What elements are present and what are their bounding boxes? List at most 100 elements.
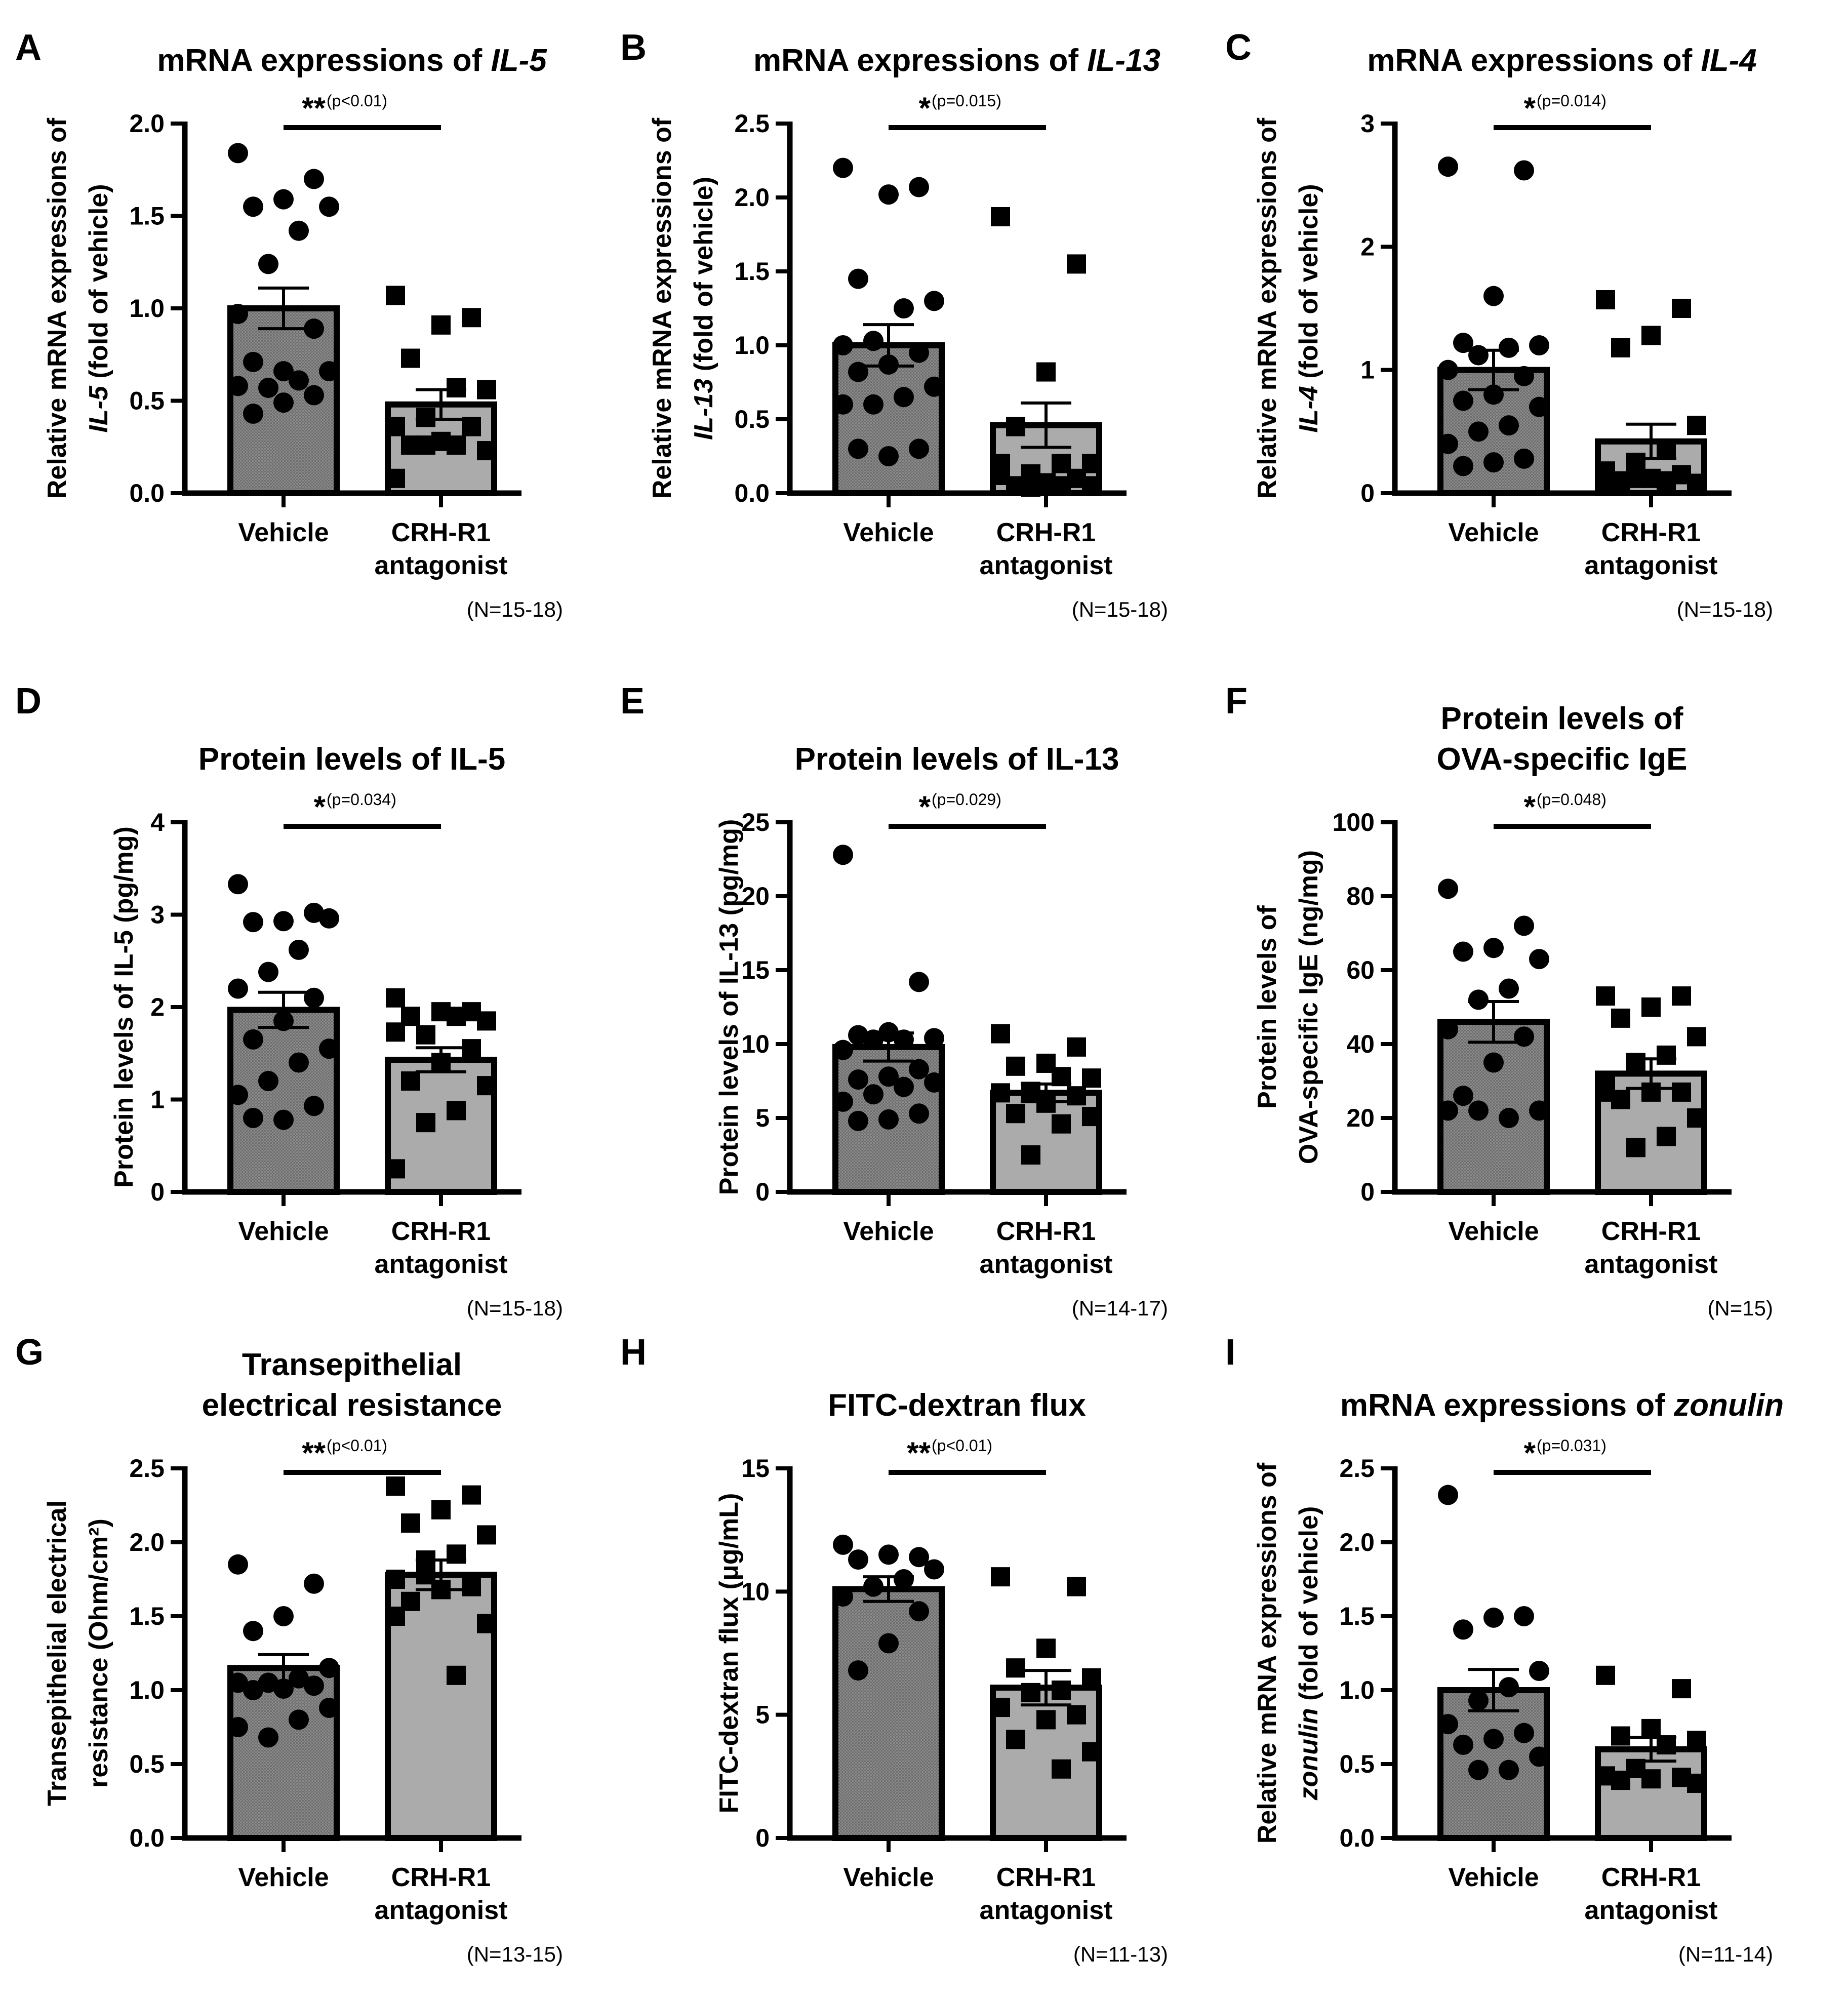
x-tick-label: CRH-R1 [996, 1863, 1096, 1892]
data-point [289, 220, 309, 241]
sample-size-label: (N=15-18) [1072, 597, 1168, 621]
data-point [1514, 366, 1534, 386]
y-axis-label-segment: IL-4 [1294, 386, 1323, 433]
data-point [1657, 1127, 1676, 1146]
data-point [1453, 1086, 1473, 1106]
data-point [1641, 1769, 1661, 1789]
data-point [386, 1607, 405, 1626]
data-point [1687, 416, 1706, 435]
y-tick-label: 0 [1360, 1178, 1375, 1206]
data-point [258, 254, 278, 274]
data-point [848, 1069, 868, 1090]
x-tick-label: antagonist [980, 551, 1113, 580]
data-point [1514, 1606, 1534, 1626]
y-axis-label-segment: OVA-specific IgE (ng/mg) [1294, 850, 1323, 1164]
data-point [1052, 1114, 1071, 1134]
y-tick-label: 2 [150, 993, 165, 1021]
data-point [386, 1022, 405, 1042]
significance-stars: * [1524, 1436, 1536, 1470]
panel-letter: C [1225, 27, 1252, 68]
x-tick-label: Vehicle [1448, 1217, 1539, 1246]
data-point [1082, 1107, 1101, 1127]
y-tick-label: 10 [741, 1030, 770, 1058]
chart-title-segment: electrical resistance [202, 1388, 502, 1423]
data-point [477, 1011, 496, 1031]
chart-title-segment: Protein levels of IL-13 [795, 742, 1119, 777]
data-point [909, 1103, 929, 1124]
data-point [924, 1072, 944, 1093]
data-point [1006, 1658, 1025, 1678]
data-point [863, 394, 883, 415]
data-point [833, 335, 853, 355]
y-axis-label-segment: Protein levels of IL-13 (pg/mg) [714, 819, 744, 1195]
sample-size-label: (N=15-18) [1677, 597, 1773, 621]
y-tick-label: 0 [755, 1824, 770, 1852]
p-value: (p<0.01) [327, 92, 387, 110]
y-tick-label: 2.5 [734, 109, 770, 138]
y-axis-label-segment: Relative mRNA expressions of [648, 117, 677, 499]
sample-size-label: (N=11-13) [1073, 1942, 1168, 1966]
data-point [273, 1678, 294, 1699]
y-tick-label: 100 [1333, 808, 1375, 836]
x-tick-label: CRH-R1 [391, 1863, 491, 1892]
significance-stars: * [919, 790, 931, 824]
chart-title: Transepithelial [242, 1347, 462, 1382]
significance-stars: * [919, 91, 931, 125]
data-point [228, 874, 248, 895]
data-point [1082, 1068, 1101, 1088]
y-axis-label-segment: (fold of vehicle) [1294, 1506, 1323, 1708]
y-tick-label: 2.0 [1339, 1528, 1375, 1556]
data-point [416, 408, 435, 427]
data-point [1453, 941, 1473, 962]
data-point [1596, 1665, 1615, 1685]
data-point [848, 1660, 868, 1681]
x-tick-label: CRH-R1 [1601, 1217, 1701, 1246]
y-tick-label: 5 [755, 1104, 770, 1132]
data-point [386, 1570, 405, 1589]
significance-stars: ** [302, 1436, 326, 1470]
data-point [909, 1547, 929, 1568]
chart-title: Protein levels of IL-5 [198, 742, 505, 777]
data-point [1596, 471, 1615, 491]
chart-title-segment: OVA-specific IgE [1437, 742, 1688, 777]
chart-title-segment: mRNA expressions of [1340, 1388, 1674, 1423]
data-point [304, 318, 324, 339]
data-point [1514, 915, 1534, 936]
data-point [1036, 362, 1056, 382]
data-point [228, 1717, 248, 1737]
data-point [1438, 1714, 1458, 1735]
data-point [1453, 1619, 1473, 1640]
chart-title: mRNA expressions of zonulin [1340, 1388, 1784, 1423]
y-axis-label-segment: (fold of vehicle) [689, 177, 718, 379]
y-tick-label: 1.0 [129, 1676, 165, 1704]
y-tick-label: 0 [755, 1178, 770, 1206]
y-axis-label: IL-13 (fold of vehicle) [689, 177, 718, 440]
data-point [1067, 1037, 1086, 1057]
data-point [924, 1028, 944, 1049]
sample-size-label: (N=13-15) [467, 1942, 563, 1966]
data-point [1468, 1100, 1489, 1121]
data-point [1596, 290, 1615, 309]
data-point [304, 987, 324, 1008]
chart-title: Protein levels of IL-13 [795, 742, 1119, 777]
y-tick-label: 2.0 [129, 1528, 165, 1556]
data-point [1006, 1104, 1025, 1124]
data-point [258, 377, 278, 398]
data-point [319, 361, 339, 382]
y-tick-label: 2.0 [734, 183, 770, 212]
data-point [477, 1614, 496, 1633]
data-point [1468, 421, 1489, 442]
data-point [1657, 471, 1676, 491]
y-tick-label: 1 [150, 1086, 165, 1114]
data-point [258, 1071, 278, 1091]
data-point [447, 1007, 466, 1026]
bar-antagonist [1595, 1746, 1707, 1842]
data-point [833, 1040, 853, 1060]
x-tick-label: Vehicle [238, 1217, 329, 1246]
data-point [243, 1621, 263, 1642]
data-point [848, 1025, 868, 1046]
y-tick-label: 2 [1360, 232, 1375, 261]
data-point [228, 1085, 248, 1105]
data-point [462, 1577, 481, 1596]
data-point [894, 1029, 914, 1050]
